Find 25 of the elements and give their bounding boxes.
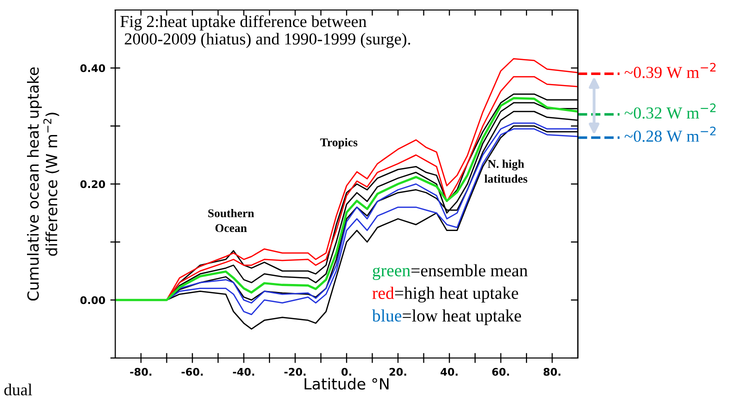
annotation: blue=low heat uptake [372, 309, 522, 326]
ref-line-label: ~0.39 W m$^{−2}$ [624, 62, 716, 78]
annotation: N. high latitudes [484, 160, 528, 183]
annotation: Tropics [320, 138, 358, 149]
x-tick-label: 20. [390, 368, 406, 376]
x-tick-label: -80. [130, 368, 152, 376]
x-tick-label: 0. [341, 368, 352, 376]
ref-line-label: ~0.28 W m$^{−2}$ [624, 126, 716, 142]
x-tick-label: 80. [544, 368, 560, 376]
y-tick-label: 0.00 [80, 296, 106, 304]
annotation: green=ensemble mean [372, 264, 528, 280]
x-tick-label: 60. [492, 368, 509, 376]
x-tick-label: -40. [232, 368, 254, 376]
ref-line-label: ~0.32 W m$^{−2}$ [624, 103, 716, 119]
y-tick-label: 0.20 [80, 180, 106, 188]
x-tick-label: -60. [182, 368, 203, 376]
x-tick-label: 40. [440, 368, 458, 376]
x-tick-label: -20. [284, 368, 306, 376]
annotation: Southern Ocean [208, 208, 254, 232]
y-tick-label: 0.40 [80, 64, 106, 72]
text: dual [4, 384, 32, 396]
x-axis-title: Latitude °N [304, 378, 388, 390]
y-axis-title: Cumulative ocean heat uptake difference (W m$^{−2}$) [27, 67, 60, 301]
text: Fig 2:heat uptake difference between 2000-2009 (hiatus) and 1990-1999 (surge). [120, 15, 410, 48]
annotation: red=high heat uptake [372, 286, 518, 303]
